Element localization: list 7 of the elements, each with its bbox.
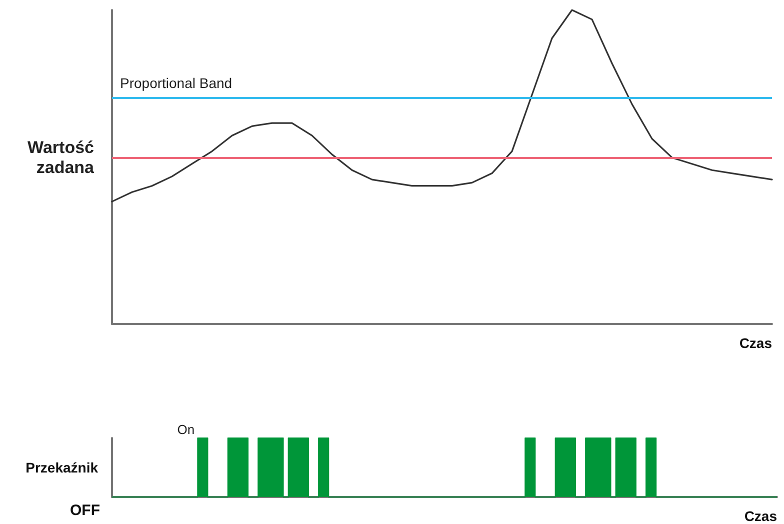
ref-line-label: Wartość zadana [28, 138, 95, 178]
x-axis-title: Czas [744, 508, 778, 524]
ref-line-label: Proportional Band [120, 74, 232, 91]
y-axis-title: Przekaźnik [26, 460, 98, 476]
text: OFF [70, 502, 100, 519]
text: On [177, 422, 195, 437]
x-axis-title: Czas [739, 335, 772, 351]
